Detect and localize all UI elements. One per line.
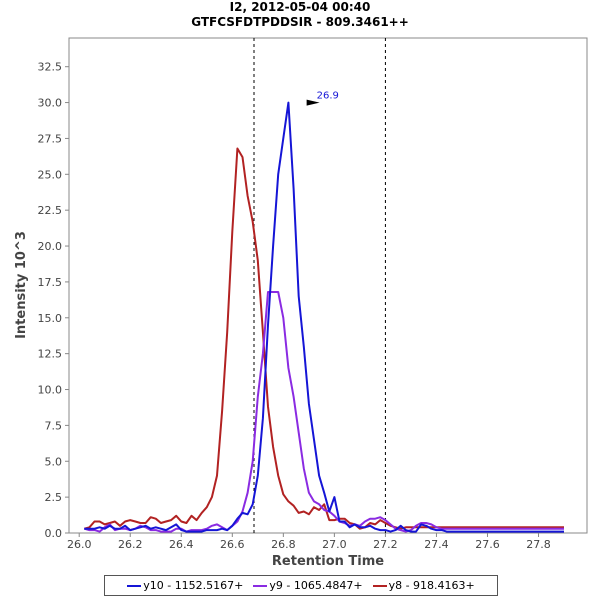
legend-item-y8: y8 - 918.4163+: [372, 579, 475, 592]
peak-annotation: 26.9: [306, 91, 339, 106]
y-tick-label: 7.5: [45, 419, 63, 432]
legend-swatch-y10: [127, 584, 142, 587]
x-tick-label: 27.4: [424, 538, 449, 551]
y-tick-label: 17.5: [38, 276, 63, 289]
legend-label-y9: y9 - 1065.4847+: [269, 579, 363, 592]
plot-area: [68, 37, 588, 534]
y-tick-label: 20.0: [38, 240, 63, 253]
y-tick-label: 10.0: [38, 384, 63, 397]
series-line-y10: [84, 101, 564, 533]
x-tick-label: 27.0: [322, 538, 347, 551]
y-tick-label: 12.5: [38, 348, 63, 361]
y-axis-label: Intensity 10^3: [14, 231, 29, 339]
y-axis: 0.0 2.5 5.0 7.5 10.0 12.5 15.0 17.5 20.0 22.5 25.0…: [38, 61, 69, 540]
y-tick-label: 5.0: [45, 455, 63, 468]
x-tick-label: 26.4: [169, 538, 194, 551]
series-line-y8: [84, 147, 564, 530]
legend-label-y10: y10 - 1152.5167+: [143, 579, 244, 592]
series-line-y9: [84, 291, 564, 533]
x-axis-label: Retention Time: [272, 554, 384, 569]
y-tick-label: 25.0: [38, 168, 63, 181]
peak-marker: [306, 99, 320, 106]
x-axis: 26.0 26.2 26.4 26.6 26.8 27.0 27.2 27.4 27.6 27.8: [67, 533, 551, 551]
y-tick-label: 2.5: [45, 491, 63, 504]
x-tick-label: 26.8: [271, 538, 296, 551]
y-tick-label: 22.5: [38, 204, 63, 217]
legend-item-y10: y10 - 1152.5167+: [127, 579, 243, 592]
x-tick-label: 27.2: [373, 538, 398, 551]
x-tick-label: 27.8: [526, 538, 551, 551]
chart-subtitle: GTFCSFDTPDDSIR - 809.3461++: [191, 15, 409, 29]
legend-swatch-y9: [253, 584, 268, 587]
y-tick-label: 0.0: [45, 527, 63, 540]
x-tick-label: 26.0: [67, 538, 92, 551]
y-tick-label: 27.5: [38, 132, 63, 145]
x-tick-label: 26.2: [118, 538, 143, 551]
series-lines: [84, 101, 564, 533]
y-tick-label: 32.5: [38, 61, 63, 74]
peak-label: 26.9: [317, 91, 339, 102]
legend-swatch-y8: [372, 584, 387, 587]
y-tick-label: 30.0: [38, 97, 63, 110]
x-tick-label: 26.6: [220, 538, 245, 551]
legend: y10 - 1152.5167+ y9 - 1065.4847+ y8 - 91…: [104, 575, 498, 596]
integration-bounds: [253, 38, 386, 533]
legend-label-y8: y8 - 918.4163+: [388, 579, 475, 592]
legend-item-y9: y9 - 1065.4847+: [253, 579, 363, 592]
chart-title: I2, 2012-05-04 00:40: [230, 0, 371, 14]
x-tick-label: 27.6: [475, 538, 500, 551]
y-tick-label: 15.0: [38, 312, 63, 325]
